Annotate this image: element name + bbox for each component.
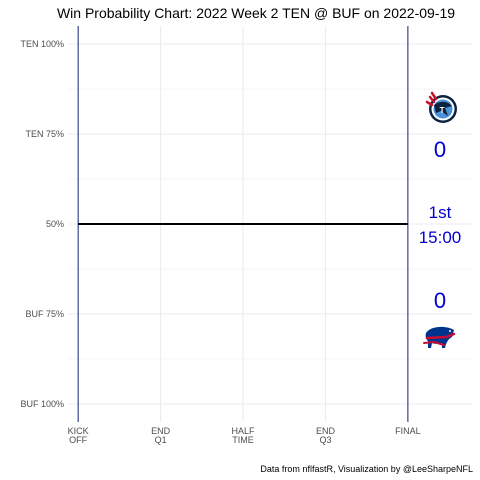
x-tick-label: OFF	[69, 435, 87, 445]
y-tick-label: 50%	[46, 219, 64, 229]
x-tick-label: END	[316, 426, 336, 436]
svg-text:T: T	[440, 106, 445, 115]
home-score: 0	[434, 288, 446, 313]
game-clock: 15:00	[419, 228, 462, 247]
y-tick-label: BUF 100%	[20, 399, 64, 409]
quarter-label: 1st	[429, 203, 452, 222]
x-tick-label: Q1	[155, 435, 167, 445]
chart-title: Win Probability Chart: 2022 Week 2 TEN @…	[57, 5, 455, 21]
x-tick-label: TIME	[232, 435, 254, 445]
x-tick-label: END	[151, 426, 171, 436]
away-score: 0	[434, 137, 446, 162]
chart-caption: Data from nflfastR, Visualization by @Le…	[260, 464, 473, 474]
x-tick-label: HALF	[232, 426, 256, 436]
y-axis-ticks: TEN 100% TEN 75% 50% BUF 75% BUF 100%	[20, 39, 64, 409]
x-tick-label: KICK	[68, 426, 89, 436]
titans-logo: T	[425, 91, 457, 123]
y-tick-label: TEN 75%	[25, 129, 64, 139]
x-tick-label: Q3	[319, 435, 331, 445]
bills-logo	[423, 326, 456, 348]
x-tick-label: FINAL	[395, 426, 421, 436]
y-tick-label: TEN 100%	[20, 39, 64, 49]
y-tick-label: BUF 75%	[25, 309, 64, 319]
